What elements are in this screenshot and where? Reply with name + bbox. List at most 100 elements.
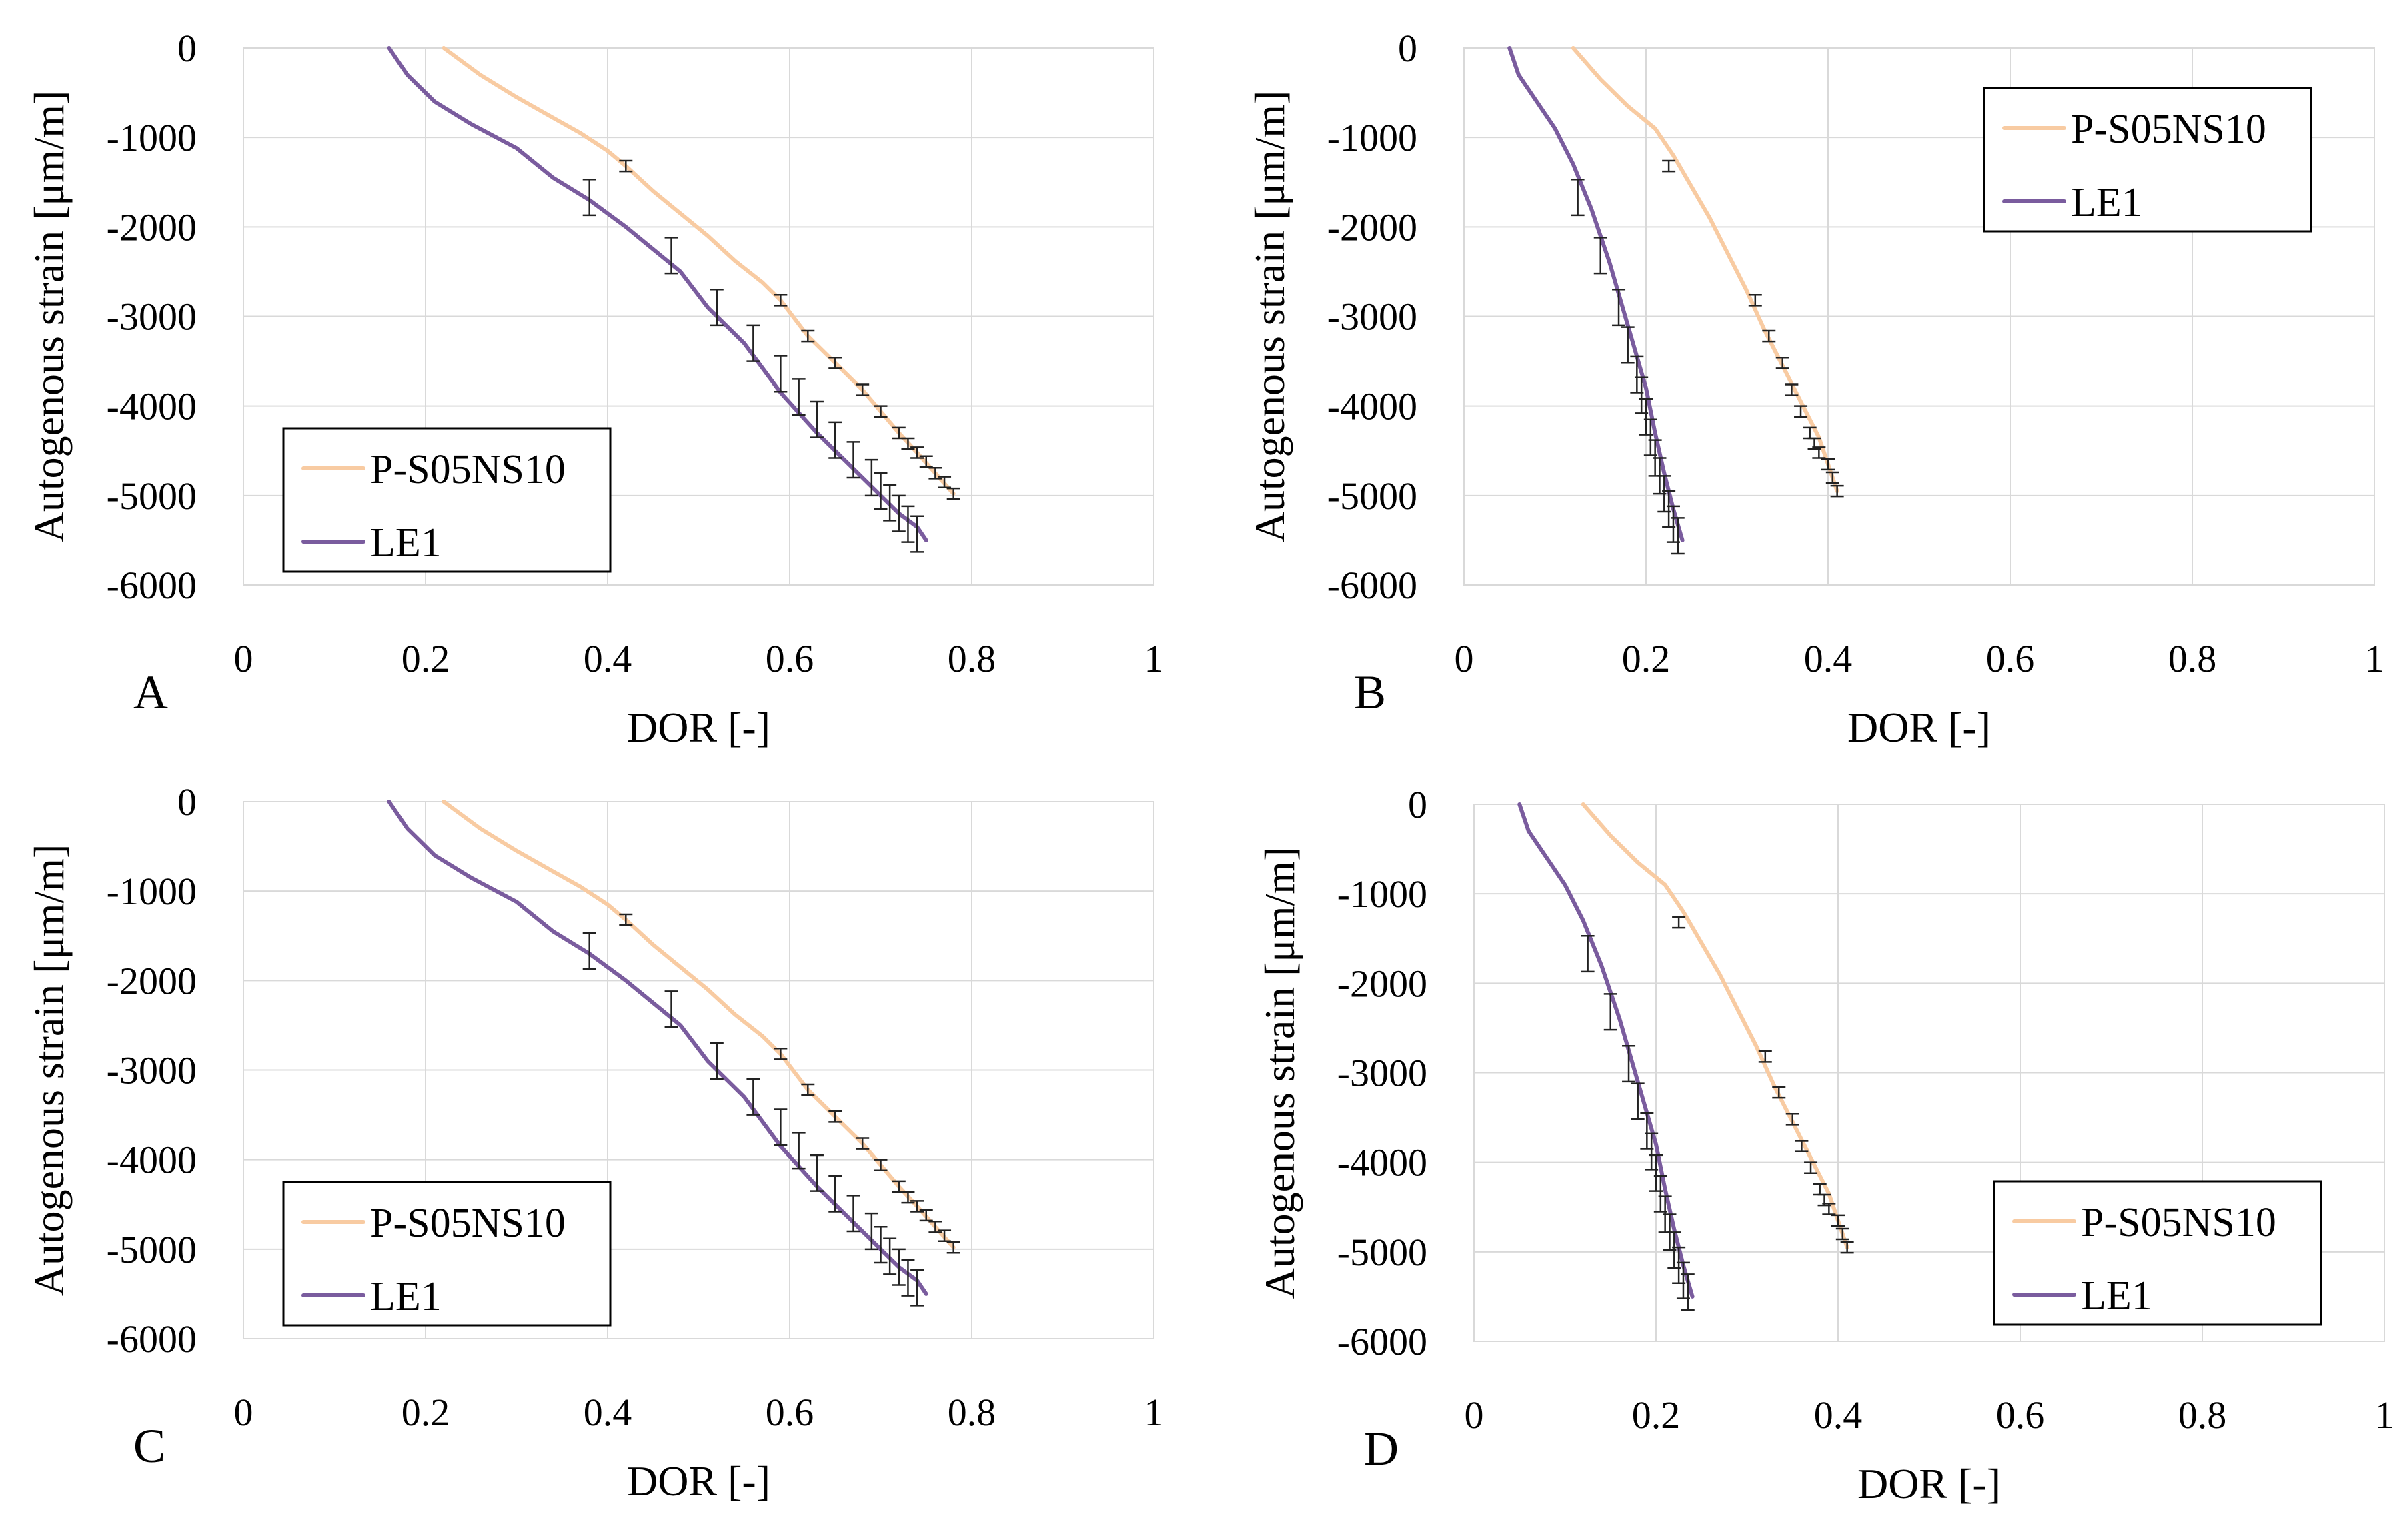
legend-box [282, 427, 612, 573]
error-bar-le1 [874, 1226, 888, 1264]
error-bar-p-s05ns10 [928, 1220, 942, 1233]
y-tick-label: -6000 [107, 564, 197, 607]
error-bar-p-s05ns10 [801, 329, 815, 343]
error-bar-le1 [810, 1154, 824, 1192]
error-bar-p-s05ns10 [1748, 294, 1762, 307]
series-line-p-s05ns10 [1581, 802, 1849, 1250]
x-tick-label: 0.8 [2168, 637, 2217, 680]
panel-label: C [133, 1419, 165, 1473]
error-bar-le1 [774, 1108, 788, 1146]
x-tick-label: 0 [234, 1391, 253, 1434]
error-bar-le1 [746, 324, 760, 362]
x-tick-label: 0.4 [584, 637, 632, 680]
y-tick-label: -3000 [1337, 1052, 1427, 1095]
error-bar-le1 [864, 1212, 878, 1251]
y-tick-label: -1000 [1327, 116, 1417, 159]
x-tick-label: 1 [2375, 1393, 2394, 1437]
series-line-p-s05ns10 [442, 46, 956, 496]
x-tick-label: 0.2 [1632, 1393, 1681, 1437]
x-tick-label: 0 [234, 637, 253, 680]
error-bar-p-s05ns10 [1662, 159, 1676, 173]
error-bar-p-s05ns10 [1672, 916, 1686, 929]
error-bar-p-s05ns10 [946, 487, 960, 500]
error-bar-p-s05ns10 [1825, 471, 1839, 484]
y-tick-label: -2000 [1337, 962, 1427, 1005]
panel-label: B [1354, 666, 1386, 719]
error-bar-le1 [892, 1248, 906, 1286]
chart-panel-a: 0 0.2 0.4 0.6 0.8 1 0 -1000 -2000 -3000 -4000 -5000… [0, 0, 1200, 770]
error-bar-p-s05ns10 [856, 383, 870, 396]
error-bar-p-s05ns10 [1795, 1140, 1809, 1152]
x-tick-label: 0.4 [1804, 637, 1853, 680]
plot-area [243, 801, 1154, 1339]
y-tick-label: 0 [1408, 783, 1427, 826]
error-bar-p-s05ns10 [1835, 1227, 1849, 1241]
error-bar-p-s05ns10 [1762, 329, 1776, 343]
error-bar-le1 [1593, 237, 1607, 275]
plot-area [1473, 804, 2385, 1342]
error-bar-le1 [746, 1078, 760, 1116]
error-bar-le1 [864, 458, 878, 497]
y-tick-label: -5000 [1337, 1231, 1427, 1274]
chart-panel-b: 0 0.2 0.4 0.6 0.8 1 0 -1000 -2000 -3000 -4000 -5000… [1221, 0, 2401, 770]
legend-box [1993, 1180, 2322, 1326]
error-bar-le1 [1681, 1273, 1695, 1311]
y-tick-label: -6000 [1327, 564, 1417, 607]
y-tick-label: -1000 [1337, 872, 1427, 916]
error-bar-p-s05ns10 [910, 1200, 924, 1213]
error-bar-le1 [910, 1269, 924, 1307]
y-tick-label: -3000 [107, 1049, 197, 1092]
x-tick-label: 0 [1465, 1393, 1484, 1437]
error-bar-p-s05ns10 [1775, 356, 1789, 369]
y-axis-label: Autogenous strain [μm/m] [25, 844, 73, 1297]
x-axis-label: DOR [-] [1847, 704, 1991, 751]
error-bar-p-s05ns10 [1840, 1241, 1854, 1254]
y-axis-label: Autogenous strain [μm/m] [25, 91, 73, 543]
y-tick-label: -1000 [107, 116, 197, 159]
error-bar-le1 [883, 484, 897, 522]
error-bar-le1 [828, 1175, 842, 1213]
error-bar-p-s05ns10 [1772, 1086, 1786, 1099]
chart-svg: 0 0.2 0.4 0.6 0.8 1 0 -1000 -2000 -3000 -4000 -5000… [25, 27, 1164, 751]
y-tick-label: -1000 [107, 870, 197, 913]
x-tick-label: 0.6 [1986, 637, 2035, 680]
error-bar-p-s05ns10 [946, 1241, 960, 1254]
error-bar-le1 [1612, 289, 1626, 327]
error-bar-p-s05ns10 [874, 405, 888, 418]
legend-label-p-s05ns10: P-S05NS10 [370, 447, 566, 492]
error-bar-le1 [846, 1195, 860, 1233]
error-bar-le1 [1571, 178, 1585, 217]
error-bar-p-s05ns10 [919, 455, 933, 468]
panel-label: A [133, 666, 168, 719]
y-tick-label: -4000 [1327, 385, 1417, 428]
error-bar-le1 [1603, 993, 1617, 1031]
error-bar-le1 [846, 441, 860, 479]
error-bar-le1 [1621, 326, 1635, 364]
x-tick-label: 0.2 [1622, 637, 1671, 680]
y-tick-label: -4000 [107, 385, 197, 428]
error-bar-le1 [582, 932, 596, 970]
error-bar-le1 [1671, 517, 1685, 555]
error-bar-p-s05ns10 [1794, 405, 1808, 418]
error-bar-p-s05ns10 [901, 1191, 915, 1204]
chart-svg: 0 0.2 0.4 0.6 0.8 1 0 -1000 -2000 -3000 -4000 -5000… [1256, 783, 2394, 1507]
legend-label-le1: LE1 [370, 520, 442, 566]
chart-svg: 0 0.2 0.4 0.6 0.8 1 0 -1000 -2000 -3000 -4000 -5000… [25, 780, 1164, 1505]
legend: P-S05NS10 LE1 [1993, 1180, 2322, 1326]
error-bar-p-s05ns10 [874, 1159, 888, 1172]
x-tick-label: 0.6 [766, 637, 814, 680]
y-tick-label: 0 [177, 27, 197, 70]
error-bar-p-s05ns10 [619, 159, 633, 173]
legend-label-le1: LE1 [2081, 1273, 2152, 1319]
x-tick-label: 0.2 [402, 1391, 450, 1434]
y-tick-label: 0 [177, 780, 197, 824]
error-bar-le1 [774, 355, 788, 393]
y-tick-label: -4000 [1337, 1141, 1427, 1185]
x-axis-label: DOR [-] [1857, 1460, 2001, 1507]
y-tick-label: -2000 [1327, 205, 1417, 249]
error-bar-le1 [901, 505, 915, 543]
y-tick-label: -2000 [107, 205, 197, 249]
error-bar-p-s05ns10 [1831, 1214, 1845, 1227]
series-line-p-s05ns10 [442, 800, 956, 1250]
x-tick-label: 1 [1144, 637, 1164, 680]
